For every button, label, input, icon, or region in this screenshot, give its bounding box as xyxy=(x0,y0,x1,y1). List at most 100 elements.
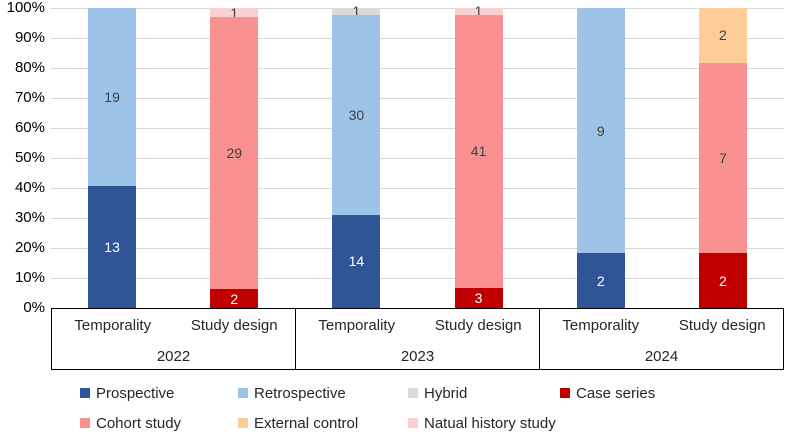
y-axis-tick-label: 100% xyxy=(6,0,45,16)
bar-segment-cohort-study: 7 xyxy=(698,62,747,254)
bar-segment-prospective: 13 xyxy=(88,186,137,308)
bar-segment-value-label: 2 xyxy=(230,290,239,307)
bar-segment-cohort-study: 29 xyxy=(210,17,259,290)
bar-segment-value-label: 14 xyxy=(348,253,365,270)
axis-category-label: Study design xyxy=(190,317,278,334)
bar-segment-prospective: 2 xyxy=(576,253,625,308)
legend-item-retrospective: Retrospective xyxy=(238,383,346,403)
axis-group-2022: Temporality Study design 2022 xyxy=(52,309,295,369)
stacked-bar-2024-study-design: 2 7 2 xyxy=(698,8,747,308)
bar-slot-2023-temporality: 14 30 1 xyxy=(295,3,417,308)
bar-segment-value-label: 1 xyxy=(352,3,361,20)
bar-segment-external-control: 2 xyxy=(698,8,747,63)
bar-segment-natual-history-study: 1 xyxy=(210,5,259,21)
legend-item-case-series: Case series xyxy=(560,383,655,403)
gridline xyxy=(51,278,784,279)
legend: Prospective Retrospective Hybrid Case serie… xyxy=(0,375,785,440)
y-axis-tick-label: 30% xyxy=(14,209,45,226)
y-axis: 100% 90% 80% 70% 60% 50% 40% 30% 20% 10% 0% xyxy=(0,0,45,320)
bar-group-2022: 13 19 2 29 1 xyxy=(51,5,295,308)
legend-swatch-case-series xyxy=(560,388,570,398)
axis-category-label: Study design xyxy=(434,317,522,334)
axis-group-2023: Temporality Study design 2023 xyxy=(295,309,539,369)
bar-segment-value-label: 30 xyxy=(348,106,365,123)
bar-segment-case-series: 3 xyxy=(454,288,503,308)
gridline xyxy=(51,248,784,249)
gridline xyxy=(51,218,784,219)
bar-segment-value-label: 13 xyxy=(104,239,120,256)
bar-segment-case-series: 2 xyxy=(698,253,747,308)
category-axis-box: Temporality Study design 2022 Temporality St… xyxy=(51,308,784,370)
legend-swatch-prospective xyxy=(80,388,90,398)
legend-label: External control xyxy=(254,414,359,432)
bar-segment-value-label: 7 xyxy=(719,150,727,167)
legend-swatch-cohort-study xyxy=(80,418,90,428)
legend-label: Retrospective xyxy=(254,384,346,402)
y-axis-tick-label: 70% xyxy=(14,89,45,106)
axis-category-label: Temporality xyxy=(562,317,640,334)
bar-slot-2022-temporality: 13 19 xyxy=(51,8,173,308)
bar-segment-value-label: 9 xyxy=(596,122,605,139)
gridline xyxy=(51,8,784,9)
bar-segment-value-label: 2 xyxy=(596,272,605,289)
gridline xyxy=(51,158,784,159)
bar-segment-value-label: 41 xyxy=(470,143,487,160)
y-axis-tick-label: 0% xyxy=(23,299,45,316)
legend-swatch-hybrid xyxy=(408,388,418,398)
legend-label: Cohort study xyxy=(96,414,182,432)
y-axis-tick-label: 20% xyxy=(14,239,45,256)
axis-category-label: Study design xyxy=(678,317,766,334)
legend-swatch-retrospective xyxy=(238,388,248,398)
axis-category-label: Temporality xyxy=(318,317,396,334)
bar-segment-value-label: 1 xyxy=(474,3,483,20)
bar-segment-prospective: 14 xyxy=(332,214,381,308)
bar-segment-value-label: 19 xyxy=(104,89,120,106)
bar-segment-value-label: 29 xyxy=(226,145,243,162)
stacked-bar-2022-study-design: 2 29 1 xyxy=(210,5,259,308)
bar-segment-cohort-study: 41 xyxy=(454,14,503,288)
y-axis-tick-label: 90% xyxy=(14,29,45,46)
legend-item-external-control: External control xyxy=(238,413,358,433)
legend-label: Natual history study xyxy=(424,414,556,432)
gridline xyxy=(51,68,784,69)
bar-segment-value-label: 2 xyxy=(719,272,727,289)
y-axis-tick-label: 10% xyxy=(14,269,45,286)
y-axis-tick-label: 60% xyxy=(14,119,45,136)
gridline xyxy=(51,38,784,39)
axis-group-2024: Temporality Study design 2024 xyxy=(539,309,783,369)
bar-segment-value-label: 3 xyxy=(474,290,483,306)
bar-segment-case-series: 2 xyxy=(210,289,259,308)
bar-group-2023: 14 30 1 3 41 1 xyxy=(295,3,540,308)
axis-year-label: 2024 xyxy=(644,348,679,365)
stacked-bar-2023-temporality: 14 30 1 xyxy=(332,3,381,308)
axis-year-label: 2022 xyxy=(156,348,191,365)
legend-label: Prospective xyxy=(96,384,175,402)
stacked-bar-2023-study-design: 3 41 1 xyxy=(454,3,503,308)
y-axis-tick-label: 40% xyxy=(14,179,45,196)
legend-item-prospective: Prospective xyxy=(80,383,174,403)
bar-segment-retrospective: 30 xyxy=(332,14,381,215)
bar-segment-value-label: 2 xyxy=(719,27,727,44)
bar-segment-hybrid: 1 xyxy=(332,3,381,19)
bars-row: 13 19 2 29 1 14 30 1 3 41 1 2 9 2 7 2 xyxy=(51,3,784,308)
legend-item-natual-history-study: Natual history study xyxy=(408,413,556,433)
gridline xyxy=(51,98,784,99)
legend-item-hybrid: Hybrid xyxy=(408,383,467,403)
y-axis-tick-label: 50% xyxy=(14,149,45,166)
bar-segment-retrospective: 9 xyxy=(576,8,625,254)
gridline xyxy=(51,128,784,129)
stacked-bar-2022-temporality: 13 19 xyxy=(88,8,137,308)
bar-segment-natual-history-study: 1 xyxy=(454,3,503,19)
bar-segment-value-label: 1 xyxy=(230,4,239,21)
bar-slot-2024-study-design: 2 7 2 xyxy=(662,8,784,308)
bar-slot-2022-study-design: 2 29 1 xyxy=(173,5,295,308)
axis-category-row: Temporality Study design xyxy=(296,309,539,339)
axis-year-label: 2023 xyxy=(400,348,435,365)
y-axis-tick-label: 80% xyxy=(14,59,45,76)
legend-item-cohort-study: Cohort study xyxy=(80,413,181,433)
bar-slot-2023-study-design: 3 41 1 xyxy=(418,3,540,308)
